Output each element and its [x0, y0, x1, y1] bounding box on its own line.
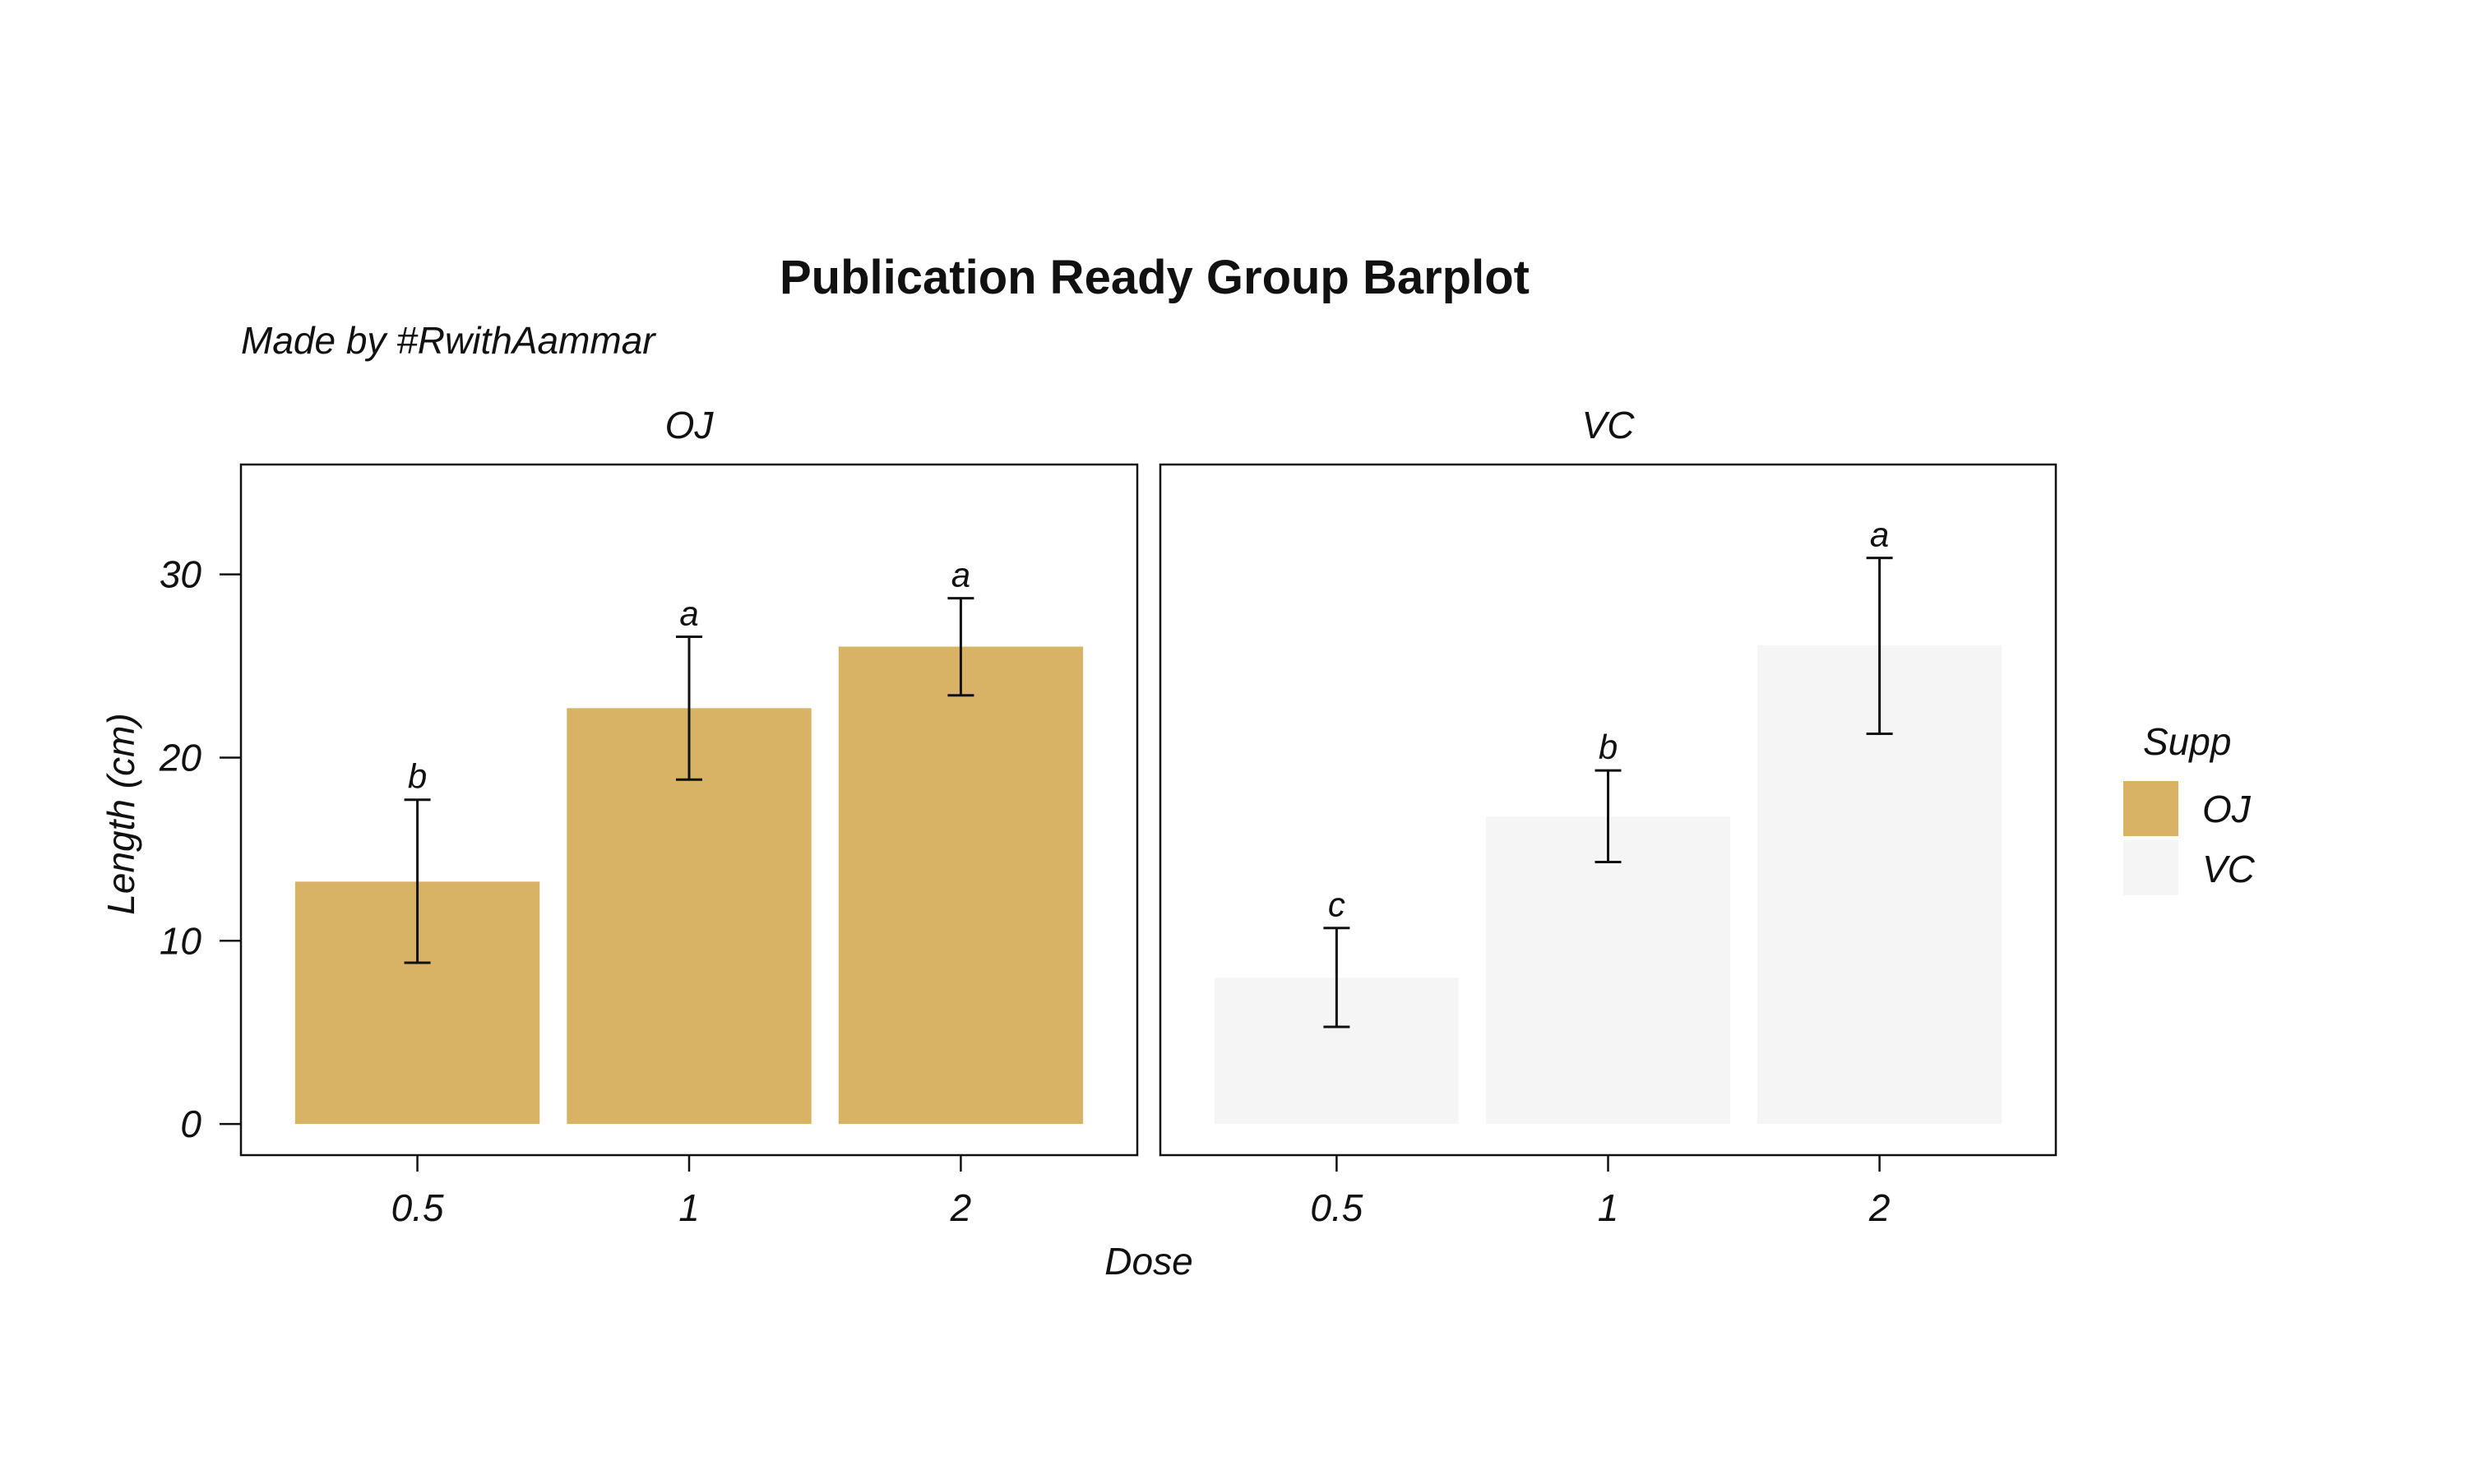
significance-label: b	[1599, 728, 1618, 766]
x-tick-label: 1	[678, 1186, 700, 1229]
x-tick-label: 0.5	[391, 1186, 444, 1229]
significance-label: a	[1870, 515, 1889, 554]
legend-title: Supp	[2143, 720, 2231, 763]
significance-label: a	[679, 594, 698, 632]
significance-label: a	[951, 556, 970, 594]
x-tick-label: 1	[1598, 1186, 1619, 1229]
chart-title: Publication Ready Group Barplot	[780, 251, 1530, 304]
y-tick-label: 30	[160, 553, 202, 596]
significance-label: b	[408, 757, 427, 796]
bar	[838, 646, 1084, 1125]
x-tick-label: 2	[950, 1186, 972, 1229]
y-tick-label: 20	[159, 736, 202, 779]
bar	[1485, 816, 1731, 1125]
x-axis-title: Dose	[1104, 1240, 1192, 1283]
legend-key-oj	[2123, 781, 2178, 836]
legend-label-oj: OJ	[2202, 788, 2252, 830]
y-axis-title: Length (cm)	[100, 713, 142, 914]
x-tick-label: 2	[1868, 1186, 1891, 1229]
y-tick-label: 10	[160, 919, 202, 962]
x-tick-label: 0.5	[1310, 1186, 1363, 1229]
y-tick-label: 0	[180, 1103, 201, 1145]
legend-key-vc	[2123, 840, 2178, 895]
legend-label-vc: VC	[2202, 848, 2256, 890]
chart-subtitle: Made by #RwithAammar	[241, 319, 656, 362]
facet-label-oj: OJ	[665, 404, 715, 446]
facet-label-vc: VC	[1582, 404, 1636, 446]
significance-label: c	[1328, 885, 1345, 924]
